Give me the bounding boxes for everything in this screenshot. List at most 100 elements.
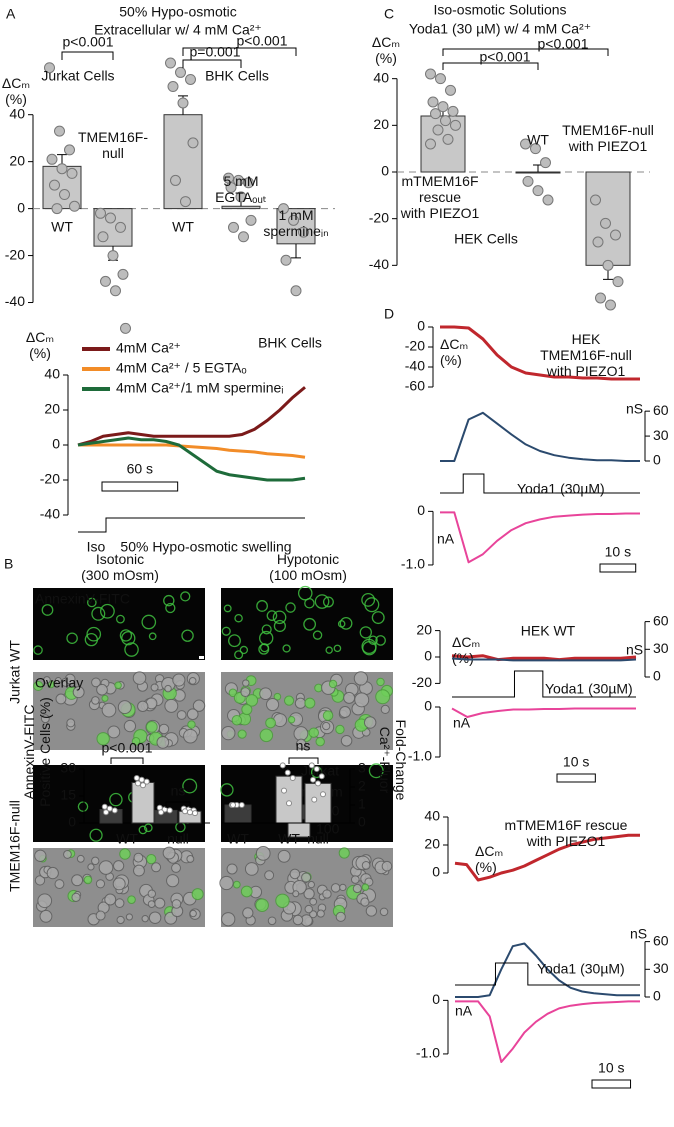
cell: [307, 880, 315, 889]
data-point: [230, 802, 236, 808]
cell: [333, 644, 342, 653]
cell: [40, 714, 50, 724]
cell: [301, 872, 312, 883]
cell: [189, 909, 197, 918]
data-point: [95, 207, 106, 219]
cell: [282, 644, 291, 653]
trace: [455, 1000, 640, 1063]
y-axis-label: AnnexinV-FITCPositive Cells (%): [21, 697, 53, 807]
data-point: [111, 807, 118, 814]
significance-bracket: [110, 757, 144, 764]
legend-label: 4mM Ca²⁺: [116, 340, 181, 356]
cell: [354, 692, 370, 708]
cell: [304, 697, 316, 709]
fluorescence-image: [33, 588, 205, 660]
cell: [368, 635, 378, 645]
cell: [148, 632, 157, 641]
cell: [101, 702, 117, 718]
cell: [182, 778, 198, 794]
cell: [141, 614, 157, 630]
data-point: [442, 133, 454, 145]
bar: [276, 208, 316, 245]
track-label: nS: [626, 642, 643, 658]
cell: [71, 874, 84, 887]
cell: [335, 911, 346, 922]
cell: [275, 893, 290, 908]
cell: [171, 863, 181, 873]
cell: [146, 853, 157, 865]
data-point: [54, 125, 65, 137]
cell: [261, 624, 272, 635]
cell: [125, 913, 133, 921]
chart-subtitle: Extracellular w/ 4 mM Ca²⁺: [94, 22, 262, 38]
data-point: [235, 191, 247, 203]
panel-label: A: [6, 6, 16, 22]
trace: [454, 833, 640, 882]
y-tick-label: 0: [358, 814, 366, 830]
data-point: [135, 780, 141, 787]
data-point: [100, 275, 111, 287]
cell: [104, 893, 117, 906]
cell: [322, 596, 334, 608]
cell: [322, 721, 331, 731]
cell: [176, 710, 187, 720]
scale-bar-label: 10 s: [605, 544, 631, 560]
y-tick-label: 0: [381, 163, 389, 179]
data-point: [290, 285, 302, 297]
cell: [375, 689, 391, 705]
bar: [304, 782, 332, 824]
data-point: [64, 144, 75, 156]
cell: [287, 716, 296, 724]
cell: [220, 783, 234, 797]
data-point: [44, 62, 55, 74]
cell: [364, 597, 380, 613]
cell: [265, 717, 276, 729]
cell: [343, 691, 356, 704]
y-tick-label: -20: [412, 674, 432, 690]
cell: [256, 600, 268, 612]
cell: [314, 594, 330, 609]
y-tick-label: 20: [44, 401, 60, 417]
cell: [137, 700, 149, 712]
group-label: HEK Cells: [454, 231, 518, 247]
annotation: p<0.001: [63, 34, 114, 50]
cell: [91, 856, 100, 866]
y-tick-label: 15: [60, 787, 76, 803]
data-point: [46, 153, 58, 165]
cell: [221, 912, 236, 927]
cell: [353, 671, 369, 686]
y-tick-label: 40: [44, 366, 60, 382]
cell: [264, 870, 275, 881]
category-label: 5 mM EGTAₒᵤₜ: [215, 173, 267, 205]
cell: [226, 863, 238, 875]
cell: [240, 687, 251, 698]
cell: [328, 679, 338, 689]
cell: [147, 900, 156, 909]
scale-bar-label: 60 s: [127, 461, 153, 477]
cell: [162, 846, 176, 860]
stimulus-step: [440, 473, 640, 494]
cell: [365, 905, 378, 917]
y-tick-label: 0: [424, 698, 432, 714]
cell: [121, 631, 136, 646]
scale-bar: [591, 1079, 632, 1089]
cell: [54, 677, 62, 685]
y-tick-label: -40: [40, 506, 60, 522]
cell: [33, 680, 44, 692]
y-tick-label: 0: [653, 988, 661, 1004]
bar: [131, 782, 155, 824]
y-tick-label: -1.0: [401, 556, 425, 572]
cell: [371, 611, 385, 625]
cell: [312, 630, 323, 640]
annotation: p<0.001: [538, 36, 589, 52]
cell: [273, 692, 282, 701]
data-point: [520, 138, 531, 150]
stimulus-step: [455, 962, 640, 986]
y-tick-label: -20: [5, 246, 25, 262]
cell: [43, 676, 51, 684]
cell: [171, 899, 182, 909]
group-label: Jurkat Cells: [41, 68, 114, 84]
bar: [515, 171, 561, 174]
cell: [66, 632, 78, 645]
data-point: [430, 108, 441, 120]
